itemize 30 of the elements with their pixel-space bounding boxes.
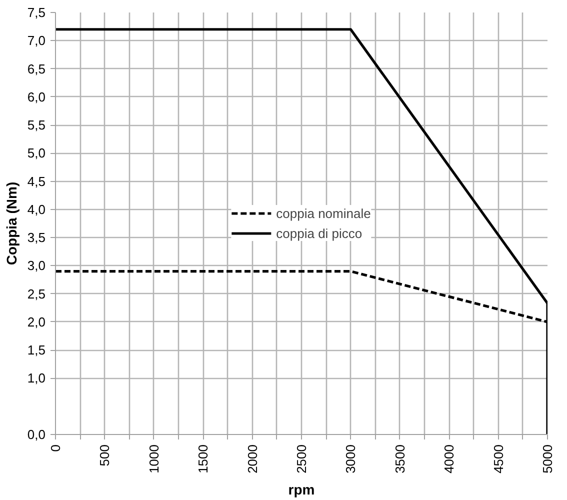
x-tick-label: 1000	[146, 444, 162, 474]
y-tick-label: 5,5	[27, 118, 46, 133]
y-tick-label: 3,0	[27, 258, 46, 274]
y-tick-label: 4,0	[27, 202, 46, 217]
y-tick-label: 5,0	[27, 146, 46, 161]
legend-label: coppia nominale	[276, 205, 371, 221]
x-tick-label: 3000	[343, 444, 358, 474]
x-tick-label: 2500	[294, 444, 309, 474]
y-tick-label: 6,0	[27, 89, 46, 104]
legend-label: coppia di picco	[276, 225, 362, 241]
y-tick-label: 0,0	[27, 427, 46, 442]
y-tick-label: 4,5	[27, 174, 46, 189]
x-tick-label: 4000	[442, 444, 457, 474]
x-tick-label: 500	[97, 444, 112, 466]
y-tick-label: 1,5	[27, 342, 46, 358]
x-tick-label: 3500	[392, 444, 408, 474]
y-tick-label: 2,0	[27, 314, 46, 330]
y-tick-label: 7,0	[27, 33, 46, 48]
x-tick-label: 4500	[490, 444, 506, 474]
x-axis-title: rpm	[288, 481, 315, 498]
x-tick-label: 5000	[540, 444, 555, 474]
y-tick-label: 7,5	[27, 5, 46, 20]
y-tick-label: 3,5	[27, 230, 46, 246]
x-tick-label: 0	[48, 444, 63, 452]
y-tick-label: 6,5	[27, 61, 46, 76]
y-tick-label: 1,0	[27, 370, 46, 386]
x-tick-label: 1500	[196, 444, 211, 474]
y-axis-title: Coppia (Nm)	[3, 182, 20, 266]
x-tick-label: 2000	[244, 444, 260, 474]
y-tick-label: 2,5	[27, 286, 46, 302]
